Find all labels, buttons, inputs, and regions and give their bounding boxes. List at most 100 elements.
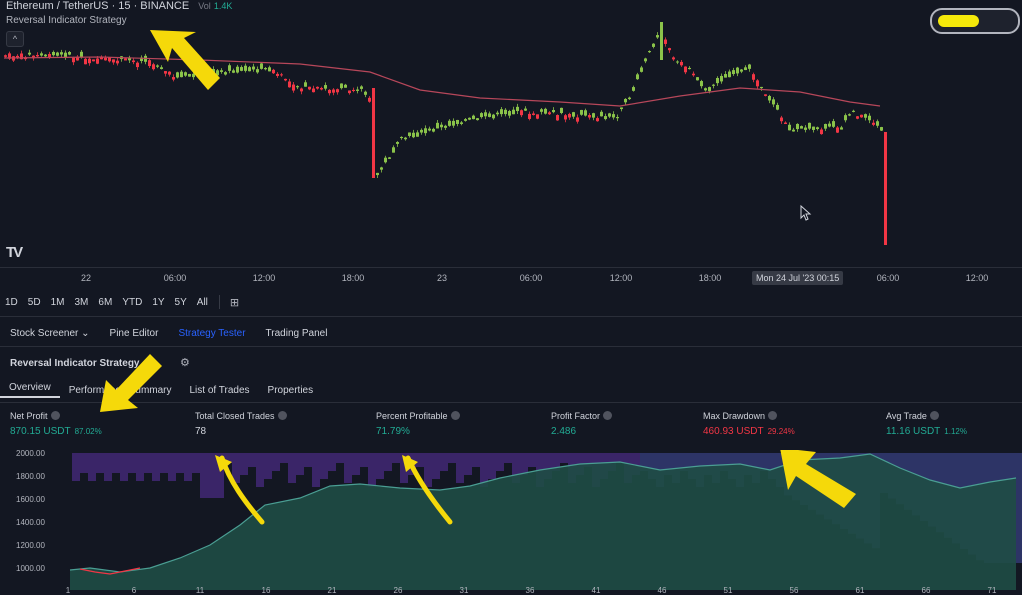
equity-x-label: 16 [261,586,271,595]
range-1d-button[interactable]: 1D [5,296,18,308]
candle [252,66,255,70]
range-all-button[interactable]: All [196,296,208,308]
candle [808,122,811,129]
candle [232,70,235,73]
range-3m-button[interactable]: 3M [74,296,89,308]
tab-pine-editor[interactable]: Pine Editor [109,327,159,339]
candle [840,127,843,130]
candle [792,129,795,132]
tab-stock-screener[interactable]: Stock Screener ⌄ [10,327,90,339]
collapse-legend-button[interactable]: ^ [6,31,24,47]
equity-y-label: 1200.00 [16,541,45,550]
annotation-arrow-indicator [100,354,162,412]
annotation-arrow-indicator [215,455,232,472]
drawdown-bar [328,453,336,471]
metric-title: Max Drawdown [703,411,766,421]
candle [44,54,47,57]
equity-chart[interactable] [0,450,1022,590]
tab-strategy-tester[interactable]: Strategy Tester [178,327,246,339]
drawdown-bar [544,453,552,479]
info-icon[interactable] [450,411,460,420]
range-1y-button[interactable]: 1Y [152,296,165,308]
equity-x-label: 71 [987,586,997,595]
candle [400,136,403,139]
symbol-title[interactable]: Ethereum / TetherUS · 15 · BINANCE Vol 1… [6,0,232,12]
tab-list-of-trades[interactable]: List of Trades [189,384,250,396]
candle [616,117,619,119]
drawdown-bar [296,453,304,475]
drawdown-bar [456,453,464,483]
indicator-legend[interactable]: Reversal Indicator Strategy [6,15,127,26]
candle [660,22,663,60]
candle [264,68,267,70]
candle [656,35,659,38]
range-6m-button[interactable]: 6M [98,296,113,308]
candle [412,132,415,138]
time-label: 06:00 [163,273,187,283]
candle [468,117,471,120]
metric-value: 2.486 [551,426,577,437]
drawdown-bar [552,453,560,471]
metric-total-closed-trades: Total Closed Trades 78 [195,411,287,437]
candle [604,116,607,120]
candle [540,109,543,112]
candle [216,70,219,76]
candle [636,74,639,80]
candle [684,66,687,73]
candle [408,132,411,136]
candle [48,53,51,58]
candle [576,117,579,122]
candle [320,87,323,90]
time-label: 18:00 [341,273,365,283]
time-label: 18:00 [698,273,722,283]
equity-x-label: 51 [723,586,733,595]
candle [60,52,63,55]
candle [812,126,815,130]
tab-overview[interactable]: Overview [0,382,60,398]
candle [132,60,135,63]
candle [476,118,479,121]
strategy-settings-icon[interactable]: ⚙ [180,357,190,369]
time-axis[interactable]: 22 06:00 12:00 18:00 23 06:00 12:00 18:0… [0,267,1022,288]
equity-line [69,453,1017,573]
info-icon[interactable] [277,411,287,420]
candle [384,157,387,163]
range-ytd-button[interactable]: YTD [122,296,143,308]
metric-title: Avg Trade [886,411,927,421]
info-icon[interactable] [768,411,778,420]
candle [284,78,287,81]
candle [876,121,879,126]
drawdown-bar [680,453,688,471]
candle [632,87,635,91]
candle [392,147,395,153]
tab-trading-panel[interactable]: Trading Panel [265,327,328,339]
candle [260,63,263,69]
range-5d-button[interactable]: 5D [27,296,41,308]
candle [16,55,19,58]
price-chart[interactable] [0,0,1022,267]
candle [508,111,511,116]
drawdown-bar [208,453,216,498]
time-label: 12:00 [965,273,989,283]
candle [100,56,103,60]
candle [464,119,467,121]
equity-y-label: 2000.00 [16,449,45,458]
candle [720,75,723,82]
info-icon[interactable] [50,411,60,420]
drawdown-bar [720,453,728,471]
candle [424,128,427,134]
candle [516,106,519,112]
range-5y-button[interactable]: 5Y [174,296,187,308]
drawdown-bar [152,453,160,481]
goto-date-icon[interactable]: ⊞ [229,296,240,309]
candle [360,86,363,89]
candle [544,108,547,114]
time-label: 22 [80,273,92,283]
candle [536,114,539,119]
candle [844,115,847,121]
range-1m-button[interactable]: 1M [50,296,65,308]
tab-properties[interactable]: Properties [267,384,314,396]
candle [124,58,127,61]
info-icon[interactable] [603,411,613,420]
info-icon[interactable] [929,411,939,420]
